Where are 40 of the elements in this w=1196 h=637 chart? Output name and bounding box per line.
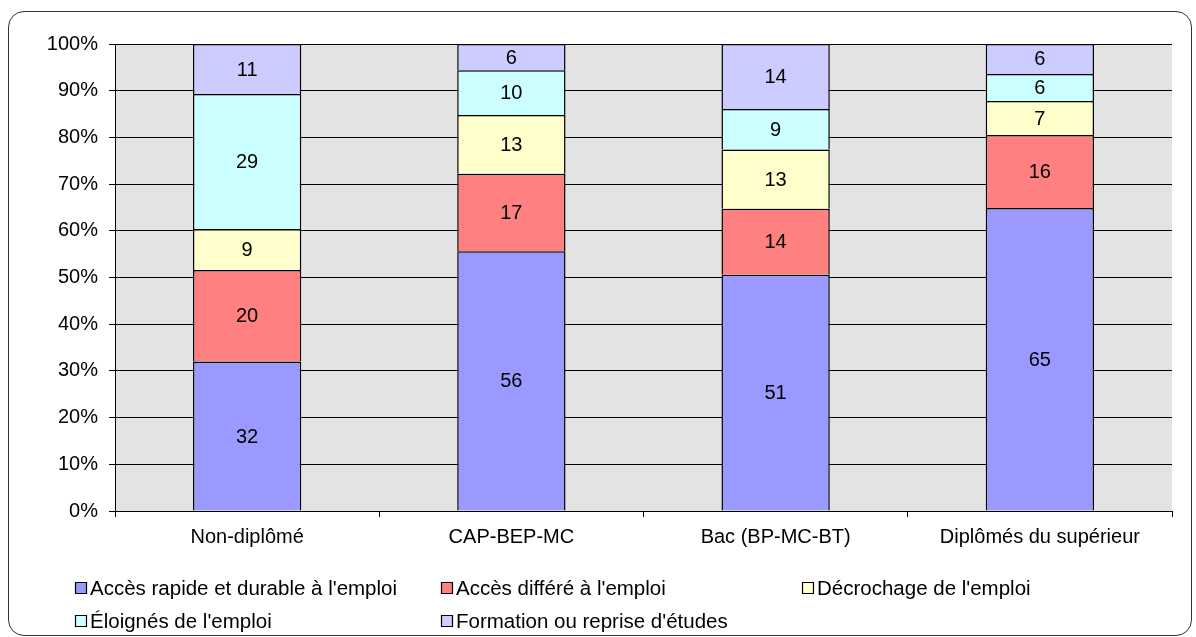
data-label: 51 xyxy=(764,381,787,404)
data-label: 9 xyxy=(241,238,253,260)
data-label: 32 xyxy=(236,424,259,447)
legend-label: Accès rapide et durable à l'emploi xyxy=(90,575,398,599)
y-tick-label: 20% xyxy=(57,405,99,428)
data-label: 14 xyxy=(764,64,787,87)
y-tick-label: 0% xyxy=(69,498,99,521)
y-tick-label: 30% xyxy=(57,358,99,381)
y-tick-label: 100% xyxy=(46,31,99,54)
legend-label: Accès différé à l'emploi xyxy=(456,575,666,599)
x-tick-label: Diplômés du supérieur xyxy=(939,524,1141,547)
data-label: 56 xyxy=(500,369,523,392)
legend-label: Formation ou reprise d'études xyxy=(456,608,728,632)
data-label: 13 xyxy=(500,132,523,155)
data-label: 9 xyxy=(770,117,782,140)
data-label: 6 xyxy=(505,45,517,68)
data-label: 6 xyxy=(1034,75,1046,98)
data-label: 20 xyxy=(236,304,259,327)
data-label: 65 xyxy=(1028,347,1051,370)
data-label: 17 xyxy=(500,201,523,224)
y-tick-label: 80% xyxy=(57,124,99,147)
y-tick-label: 60% xyxy=(57,218,99,241)
legend-label: Éloignés de l'emploi xyxy=(90,608,272,632)
x-tick-label: CAP-BEP-MC xyxy=(448,524,575,547)
x-tick-label: Bac (BP-MC-BT) xyxy=(700,524,851,547)
y-tick-label: 40% xyxy=(57,311,99,334)
data-label: 6 xyxy=(1034,47,1046,70)
data-label: 7 xyxy=(1034,106,1046,129)
y-tick-label: 50% xyxy=(57,265,99,288)
data-label: 16 xyxy=(1028,160,1051,183)
x-tick-label: Non-diplômé xyxy=(190,524,304,547)
data-label: 14 xyxy=(764,230,787,253)
data-label: 11 xyxy=(236,57,258,80)
y-tick-label: 70% xyxy=(57,171,99,194)
legend-label: Décrochage de l'emploi xyxy=(817,575,1031,599)
y-tick-label: 10% xyxy=(57,451,99,474)
y-tick-label: 90% xyxy=(57,78,99,101)
data-label: 29 xyxy=(236,149,259,172)
data-label: 13 xyxy=(764,167,787,190)
data-label: 10 xyxy=(500,81,523,104)
